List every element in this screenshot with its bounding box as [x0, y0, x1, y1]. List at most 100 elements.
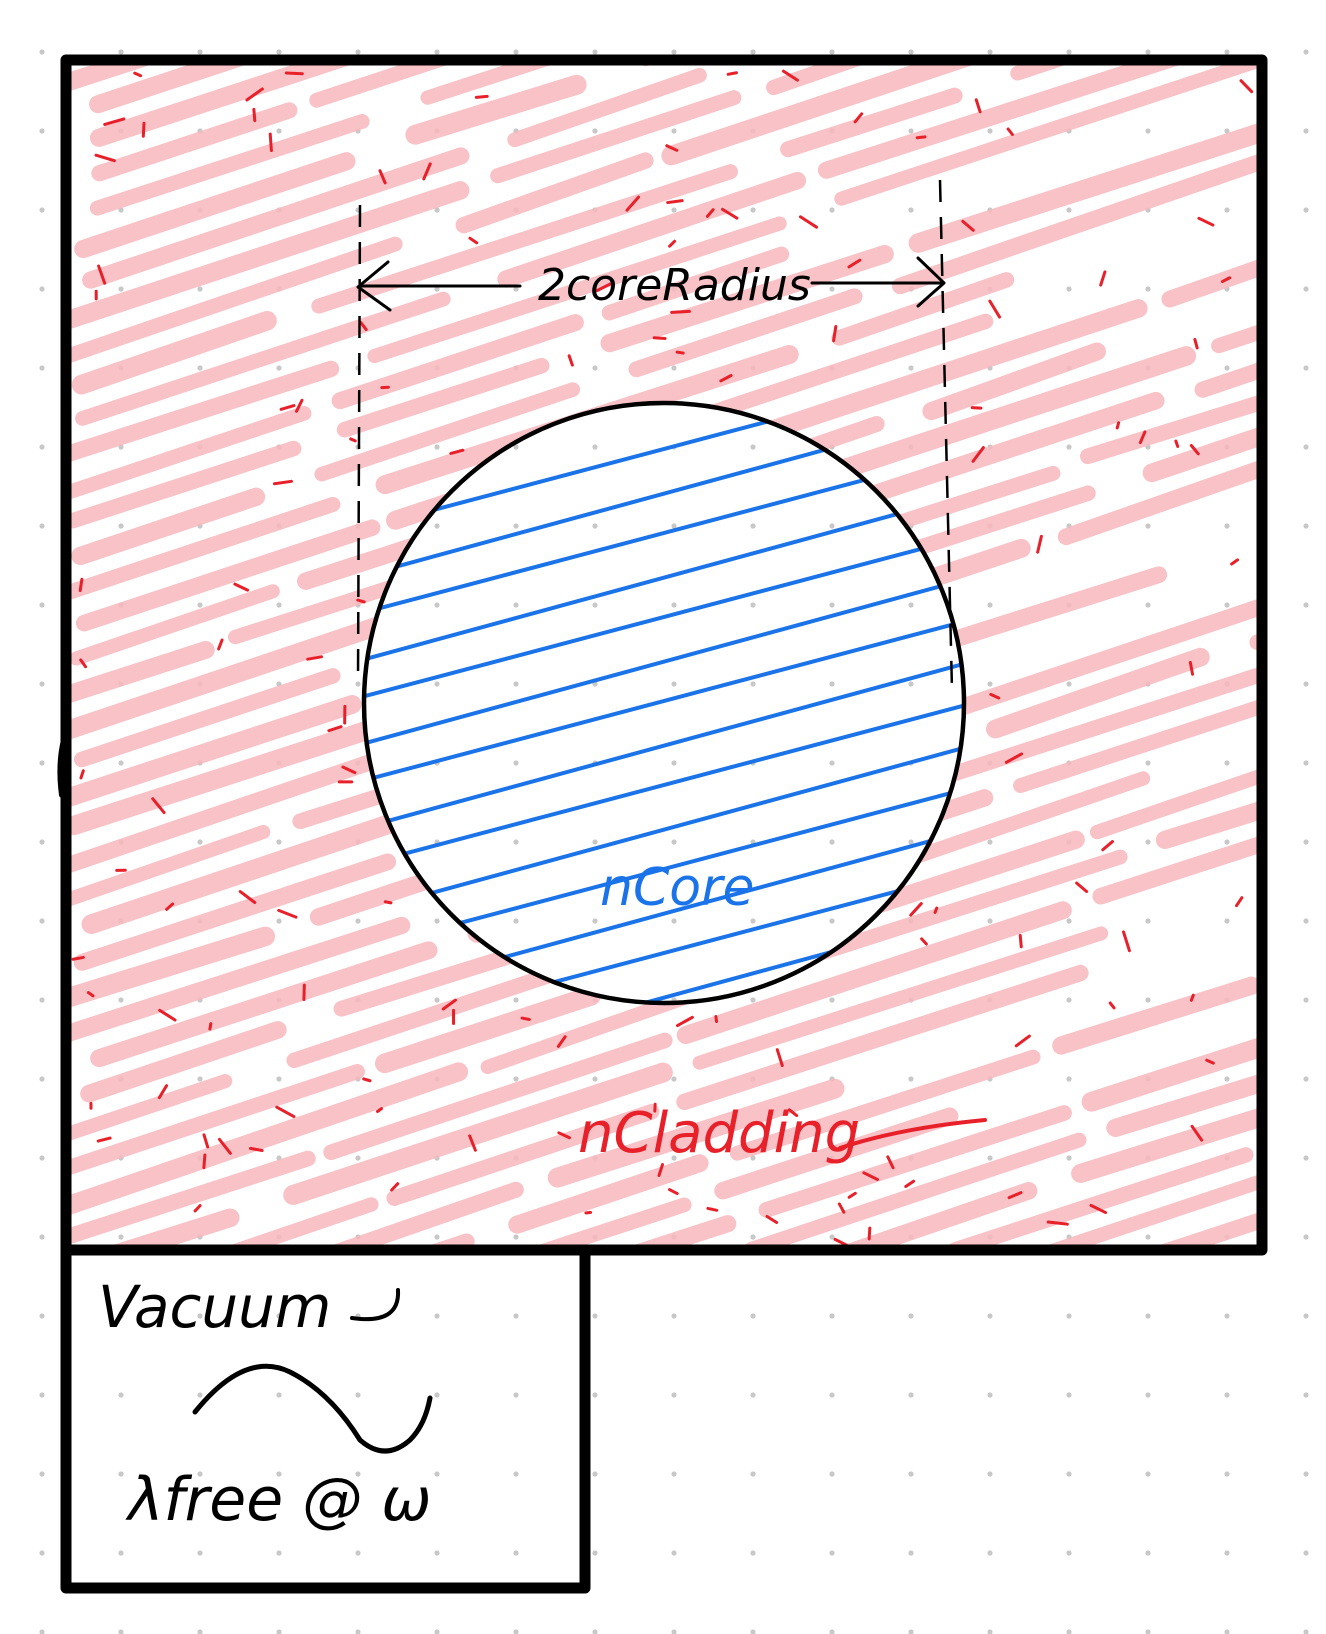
cladding-speckle: [1122, 930, 1131, 953]
cladding-hatch-stroke: [432, 490, 767, 618]
cladding-speckle: [686, 904, 692, 926]
cladding-speckle: [961, 219, 975, 232]
cladding-hatch-stroke: [68, 1064, 365, 1176]
cladding-speckle: [294, 398, 304, 413]
cladding-speckle: [217, 638, 224, 651]
core-hatch-stroke: [364, 484, 964, 668]
cladding-speckle: [639, 694, 655, 703]
cladding-speckle: [1014, 1034, 1031, 1048]
cladding-hatch-stroke: [507, 67, 707, 148]
cladding-hatch-stroke: [297, 447, 700, 590]
cladding-speckle: [663, 683, 687, 690]
cladding-speckle: [498, 513, 520, 520]
cladding-boundary-box: [60, 54, 1268, 1256]
cladding-speckle: [665, 144, 679, 152]
cladding-hatch-stroke: [311, 164, 738, 314]
cladding-speckle: [441, 998, 457, 1011]
cladding-speckle: [886, 1155, 895, 1170]
cladding-speckle: [1205, 1058, 1215, 1065]
cladding-hatch-stroke: [68, 496, 341, 601]
cladding-hatch-stroke: [74, 152, 356, 259]
cladding-hatch-stroke: [385, 448, 592, 530]
cladding-hatch-stroke: [456, 819, 700, 912]
cladding-speckle: [327, 725, 343, 733]
cladding-speckle: [1046, 1220, 1069, 1226]
cladding-speckle: [378, 169, 387, 185]
cladding-hatch-stroke: [71, 310, 277, 395]
cladding-speckle: [252, 107, 257, 123]
cladding-speckle: [719, 374, 733, 383]
free-wavelength-label: λfree @ ω: [125, 1465, 432, 1535]
cladding-speckle: [457, 670, 479, 678]
cladding-speckle: [1099, 270, 1107, 287]
cladding-hatch-stroke: [628, 288, 863, 378]
cladding-speckle: [362, 1077, 372, 1083]
cladding-speckle: [1174, 439, 1180, 448]
cladding-speckle: [341, 765, 357, 775]
cladding-hatch-stroke: [80, 1021, 287, 1103]
cladding-speckle: [884, 711, 903, 727]
cladding-hatch-stroke: [1079, 393, 1262, 465]
cladding-speckle: [587, 747, 606, 755]
cladding-speckle: [272, 479, 293, 486]
cladding-hatch-stroke: [613, 313, 994, 451]
cladding-speckle: [556, 1035, 567, 1048]
cladding-speckle: [652, 336, 667, 340]
cladding-speckle: [390, 1182, 400, 1192]
cladding-hatch-stroke: [91, 102, 298, 182]
cladding-speckle: [670, 309, 691, 314]
cladding-hatch-stroke: [882, 485, 1096, 565]
cladding-hatch-stroke: [529, 1197, 692, 1248]
cladding-speckle: [557, 1131, 572, 1140]
cladding-speckle: [974, 98, 982, 114]
cladding-speckle: [787, 1108, 799, 1118]
cladding-hatch-stroke: [375, 985, 601, 1074]
cladding-hatch-stroke: [455, 152, 654, 234]
cladding-hatch-stroke: [1057, 460, 1262, 546]
cladding-speckle: [532, 753, 544, 761]
cladding-hatch-stroke: [508, 1154, 709, 1234]
cladding-speckle: [217, 1137, 232, 1155]
cladding-speckle: [721, 207, 739, 220]
cladding-speckle: [590, 691, 605, 701]
cladding-hatch-stroke: [1081, 1036, 1262, 1112]
core-hatch-stroke: [364, 652, 964, 836]
cladding-speckle: [1006, 127, 1014, 136]
cladding-hatch-stroke: [386, 1103, 660, 1206]
cladding-speckle: [725, 782, 731, 790]
cladding-hatch-stroke: [75, 291, 451, 426]
cladding-speckle: [1115, 421, 1121, 430]
cladding-speckle: [141, 121, 146, 138]
cladding-hatch-stroke: [692, 926, 1109, 1070]
cladding-hatch-stroke: [766, 62, 871, 96]
cladding-speckle: [86, 991, 95, 998]
cladding-hatch-stroke: [367, 216, 787, 364]
cladding-hatch-stroke: [922, 342, 1106, 421]
cladding-hatch-stroke: [405, 74, 587, 145]
cladding-hatch-stroke: [457, 644, 708, 745]
cladding-hatch-stroke: [780, 87, 963, 158]
cladding-hatch-stroke: [501, 733, 861, 865]
cladding-hatch-stroke: [729, 1049, 1041, 1161]
dimension-label: 2coreRadius: [538, 260, 811, 311]
cladding-hatch-stroke: [68, 1074, 233, 1142]
cladding-hatch-stroke: [601, 246, 790, 321]
cladding-hatch-stroke: [926, 665, 1262, 788]
cladding-speckle: [1004, 752, 1024, 764]
cladding-hatch-stroke: [1161, 257, 1262, 308]
cladding-hatch-stroke: [323, 1032, 673, 1161]
cladding-speckle: [1138, 430, 1147, 445]
cladding-hatch-stroke: [103, 1208, 240, 1248]
cladding-speckle: [1239, 79, 1254, 94]
cladding-speckle: [202, 1153, 207, 1170]
cladding-speckle: [921, 569, 931, 581]
cladding-hatch-stroke: [90, 941, 438, 1068]
cladding-speckle: [1089, 1203, 1108, 1215]
cladding-hatch-stroke: [1013, 698, 1262, 794]
cladding-speckle: [595, 282, 613, 293]
core-hatch-stroke: [364, 526, 964, 710]
cladding-speckle: [676, 1015, 694, 1028]
cladding-speckle: [238, 890, 257, 904]
cladding-speckle: [474, 94, 489, 99]
